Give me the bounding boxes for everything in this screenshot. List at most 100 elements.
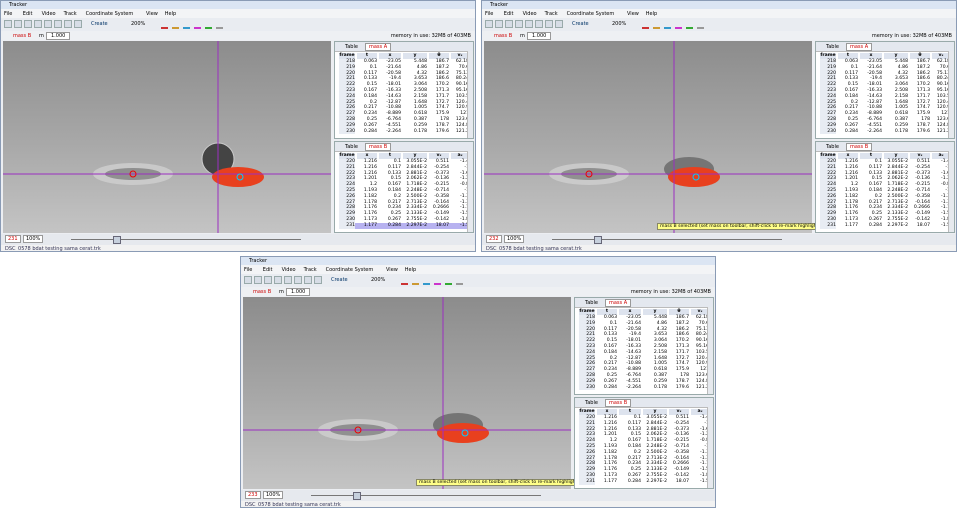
track-tool[interactable] xyxy=(412,277,419,285)
track-tool[interactable] xyxy=(445,277,452,285)
slider-thumb[interactable] xyxy=(113,236,121,244)
table-tab[interactable]: Table xyxy=(345,44,358,50)
menu-item[interactable]: File xyxy=(4,11,13,17)
table-tab[interactable]: Table xyxy=(585,300,598,306)
table-tab[interactable]: Table xyxy=(345,144,358,150)
tool-button[interactable] xyxy=(274,276,282,284)
track-tool[interactable] xyxy=(686,21,693,29)
zoom-field[interactable]: 100% xyxy=(504,235,525,243)
menu-item[interactable]: Help xyxy=(404,267,417,273)
track-tool[interactable] xyxy=(664,21,671,29)
video-view[interactable] xyxy=(3,41,331,233)
zoom-button[interactable]: 200% xyxy=(612,21,627,27)
track-selector[interactable]: mass A xyxy=(846,43,873,51)
track-name[interactable]: mass B xyxy=(13,33,32,39)
menu-item[interactable]: Coordinate System xyxy=(85,11,134,17)
tool-button[interactable] xyxy=(44,20,52,28)
track-tool[interactable] xyxy=(172,21,179,29)
menu-item[interactable]: Video xyxy=(41,11,56,17)
tool-button[interactable] xyxy=(254,276,262,284)
mass-field[interactable]: 1.000 xyxy=(46,32,71,40)
menu-item[interactable]: Edit xyxy=(503,11,514,17)
menu-item[interactable]: View xyxy=(146,11,158,17)
track-tool[interactable] xyxy=(697,21,704,29)
tool-button[interactable] xyxy=(485,20,493,28)
video-view[interactable] xyxy=(243,297,571,489)
menu-item[interactable]: View xyxy=(386,267,398,273)
zoom-field[interactable]: 100% xyxy=(23,235,44,243)
track-tool[interactable] xyxy=(642,21,649,29)
slider-thumb[interactable] xyxy=(353,492,361,500)
track-tool[interactable] xyxy=(401,277,408,285)
table-tab[interactable]: Table xyxy=(826,144,839,150)
tool-button[interactable] xyxy=(535,20,543,28)
menu-item[interactable]: Video xyxy=(281,267,296,273)
tool-button[interactable] xyxy=(314,276,322,284)
tool-button[interactable] xyxy=(4,20,12,28)
track-tool[interactable] xyxy=(653,21,660,29)
zoom-field[interactable]: 100% xyxy=(263,491,284,499)
tool-button[interactable] xyxy=(244,276,252,284)
tool-button[interactable] xyxy=(54,20,62,28)
menu-item[interactable]: Video xyxy=(522,11,537,17)
tool-button[interactable] xyxy=(64,20,72,28)
menu-item[interactable]: File xyxy=(244,267,253,273)
slider-thumb[interactable] xyxy=(594,236,602,244)
menu-item[interactable]: Coordinate System xyxy=(566,11,615,17)
track-tool[interactable] xyxy=(194,21,201,29)
frame-field[interactable]: 233 xyxy=(245,491,261,499)
menu-item[interactable]: Help xyxy=(164,11,177,17)
tool-button[interactable] xyxy=(294,276,302,284)
create-button[interactable]: Create xyxy=(91,21,108,27)
table-tab[interactable]: Table xyxy=(826,44,839,50)
track-selector[interactable]: mass A xyxy=(605,299,632,307)
tool-button[interactable] xyxy=(495,20,503,28)
mass-field[interactable]: 1.000 xyxy=(527,32,552,40)
menu-item[interactable]: Track xyxy=(544,11,558,17)
track-name[interactable]: mass B xyxy=(494,33,513,39)
menu-item[interactable]: View xyxy=(627,11,639,17)
tool-button[interactable] xyxy=(545,20,553,28)
track-tool[interactable] xyxy=(456,277,463,285)
table-tab[interactable]: Table xyxy=(585,400,598,406)
tool-button[interactable] xyxy=(264,276,272,284)
track-tool[interactable] xyxy=(183,21,190,29)
menu-item[interactable]: File xyxy=(485,11,494,17)
tool-button[interactable] xyxy=(525,20,533,28)
track-tool[interactable] xyxy=(205,21,212,29)
track-name[interactable]: mass B xyxy=(253,289,272,295)
menu-item[interactable]: Coordinate System xyxy=(325,267,374,273)
tool-button[interactable] xyxy=(505,20,513,28)
menu-item[interactable]: Edit xyxy=(262,267,273,273)
tool-button[interactable] xyxy=(74,20,82,28)
frame-cell: 224 xyxy=(339,93,355,100)
track-tool[interactable] xyxy=(434,277,441,285)
create-button[interactable]: Create xyxy=(331,277,348,283)
frame-field[interactable]: 232 xyxy=(486,235,502,243)
track-selector[interactable]: mass B xyxy=(605,399,632,407)
track-tool[interactable] xyxy=(675,21,682,29)
track-tool[interactable] xyxy=(161,21,168,29)
menu-item[interactable]: Edit xyxy=(22,11,33,17)
zoom-button[interactable]: 200% xyxy=(371,277,386,283)
tool-button[interactable] xyxy=(24,20,32,28)
frame-field[interactable]: 231 xyxy=(5,235,21,243)
tool-button[interactable] xyxy=(304,276,312,284)
tool-button[interactable] xyxy=(34,20,42,28)
tool-button[interactable] xyxy=(555,20,563,28)
track-selector[interactable]: mass B xyxy=(846,143,873,151)
zoom-button[interactable]: 200% xyxy=(131,21,146,27)
track-tool[interactable] xyxy=(423,277,430,285)
menu-item[interactable]: Help xyxy=(645,11,658,17)
mass-field[interactable]: 1.000 xyxy=(286,288,311,296)
create-button[interactable]: Create xyxy=(572,21,589,27)
track-selector[interactable]: mass B xyxy=(365,143,392,151)
tool-button[interactable] xyxy=(515,20,523,28)
tool-button[interactable] xyxy=(284,276,292,284)
track-selector[interactable]: mass A xyxy=(365,43,392,51)
menu-item[interactable]: Track xyxy=(63,11,77,17)
tool-button[interactable] xyxy=(14,20,22,28)
track-tool[interactable] xyxy=(216,21,223,29)
video-view[interactable] xyxy=(484,41,812,233)
menu-item[interactable]: Track xyxy=(303,267,317,273)
